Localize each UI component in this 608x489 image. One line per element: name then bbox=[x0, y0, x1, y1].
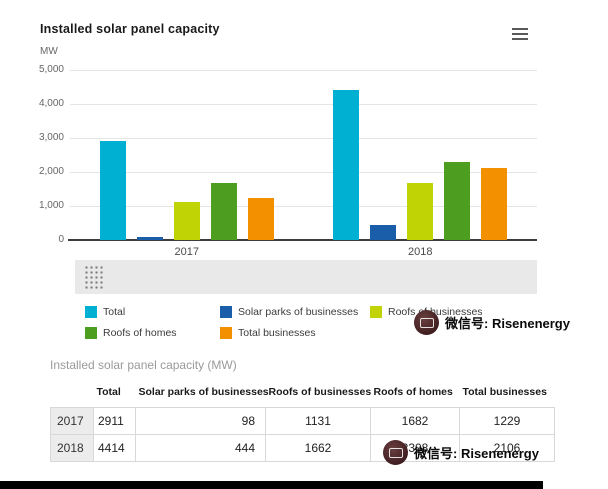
table-header-row: Total Solar parks of businesses Roofs of b… bbox=[51, 384, 555, 408]
legend-swatch bbox=[85, 327, 97, 339]
row-header-year: 2017 bbox=[50, 407, 94, 435]
table-header-total: Total bbox=[96, 386, 121, 398]
watermark-text: 微信号: Risenenergy bbox=[414, 446, 539, 461]
watermark: 微信号: Risenenergy bbox=[414, 310, 570, 335]
bottom-black-bar bbox=[0, 481, 543, 489]
bar-roofs-of-homes-2018 bbox=[444, 161, 471, 240]
legend-swatch bbox=[85, 306, 97, 318]
y-axis-tick-label: 2,000 bbox=[38, 166, 64, 177]
table-row-2017: 2017 2911 98 1131 1682 1229 bbox=[50, 407, 555, 435]
legend-item-solar-parks-of-businesses[interactable]: Solar parks of businesses bbox=[220, 306, 370, 318]
y-axis-tick-label: 5,000 bbox=[38, 64, 64, 75]
legend-item-roofs-of-homes[interactable]: Roofs of homes bbox=[85, 327, 220, 339]
bar-solar-parks-of-businesses-2018 bbox=[370, 224, 397, 240]
cell-total-2018: 4414 bbox=[93, 434, 136, 462]
table-header-roofs-of-homes: Roofs of homes bbox=[373, 386, 453, 398]
legend-swatch bbox=[220, 306, 232, 318]
bar-total-2017 bbox=[99, 141, 126, 240]
table-header-total-businesses: Total businesses bbox=[462, 386, 547, 398]
watermark-logo-icon bbox=[383, 440, 408, 465]
legend-label: Roofs of businesses bbox=[388, 306, 483, 318]
gridline bbox=[70, 138, 537, 139]
gridline bbox=[70, 206, 537, 207]
building-pictogram-icon bbox=[83, 264, 103, 290]
watermark-text: 微信号: Risenenergy bbox=[445, 316, 570, 331]
bar-roofs-of-homes-2017 bbox=[210, 182, 237, 240]
cell-total-businesses-2017: 1229 bbox=[459, 407, 555, 435]
x-axis-band bbox=[75, 260, 537, 294]
cell-roofs-of-businesses-2018: 1662 bbox=[265, 434, 371, 462]
chart-legend: Total Solar parks of businesses Roofs of b… bbox=[85, 306, 555, 339]
watermark: 微信号: Risenenergy bbox=[383, 440, 539, 465]
x-axis-line bbox=[68, 239, 537, 241]
y-axis-tick-label: 1,000 bbox=[38, 200, 64, 211]
y-axis-tick-label: 3,000 bbox=[38, 132, 64, 143]
table-header-roofs-of-businesses: Roofs of businesses bbox=[268, 386, 372, 398]
bar-total-businesses-2018 bbox=[481, 168, 508, 240]
cell-roofs-of-homes-2017: 1682 bbox=[370, 407, 460, 435]
cell-total-2017: 2911 bbox=[93, 407, 136, 435]
legend-label: Total businesses bbox=[238, 327, 316, 339]
legend-label: Roofs of homes bbox=[103, 327, 177, 339]
plot-area: 5,000 4,000 3,000 2,000 1,000 0 2017 2018 bbox=[38, 64, 537, 258]
table-corner-cell bbox=[51, 384, 94, 408]
y-axis-unit-label: MW bbox=[40, 46, 58, 57]
row-header-year: 2018 bbox=[50, 434, 94, 462]
legend-label: Solar parks of businesses bbox=[238, 306, 359, 318]
legend-label: Total bbox=[103, 306, 126, 318]
table-row-2018: 2018 4414 444 1662 2308 2106 bbox=[50, 434, 555, 462]
legend-item-roofs-of-businesses[interactable]: Roofs of businesses bbox=[370, 306, 555, 318]
y-axis-tick-label: 4,000 bbox=[38, 98, 64, 109]
cell-total-businesses-2018: 2106 bbox=[459, 434, 555, 462]
legend-item-total[interactable]: Total bbox=[85, 306, 220, 318]
y-axis-tick-label: 0 bbox=[58, 234, 64, 245]
bar-total-businesses-2017 bbox=[247, 198, 274, 240]
chart-context-menu-button[interactable] bbox=[512, 26, 534, 44]
gridline bbox=[70, 172, 537, 173]
table-title: Installed solar panel capacity (MW) bbox=[50, 358, 237, 372]
x-axis-category-label: 2018 bbox=[408, 246, 433, 258]
bar-total-2018 bbox=[333, 89, 360, 240]
data-table: Total Solar parks of businesses Roofs of b… bbox=[50, 384, 555, 462]
hamburger-icon bbox=[512, 27, 534, 40]
bar-roofs-of-businesses-2017 bbox=[173, 201, 200, 240]
cell-roofs-of-businesses-2017: 1131 bbox=[265, 407, 371, 435]
gridline bbox=[70, 70, 537, 71]
legend-swatch bbox=[220, 327, 232, 339]
gridline bbox=[70, 104, 537, 105]
bar-solar-parks-of-businesses-2017 bbox=[136, 236, 163, 240]
legend-swatch bbox=[370, 306, 382, 318]
watermark-logo-icon bbox=[414, 310, 439, 335]
cell-solar-parks-of-businesses-2018: 444 bbox=[135, 434, 266, 462]
chart-title: Installed solar panel capacity bbox=[40, 22, 220, 36]
table-header-solar-parks-of-businesses: Solar parks of businesses bbox=[138, 386, 269, 398]
cell-solar-parks-of-businesses-2017: 98 bbox=[135, 407, 266, 435]
x-axis-category-label: 2017 bbox=[174, 246, 199, 258]
legend-item-total-businesses[interactable]: Total businesses bbox=[220, 327, 370, 339]
bar-roofs-of-businesses-2018 bbox=[407, 183, 434, 240]
